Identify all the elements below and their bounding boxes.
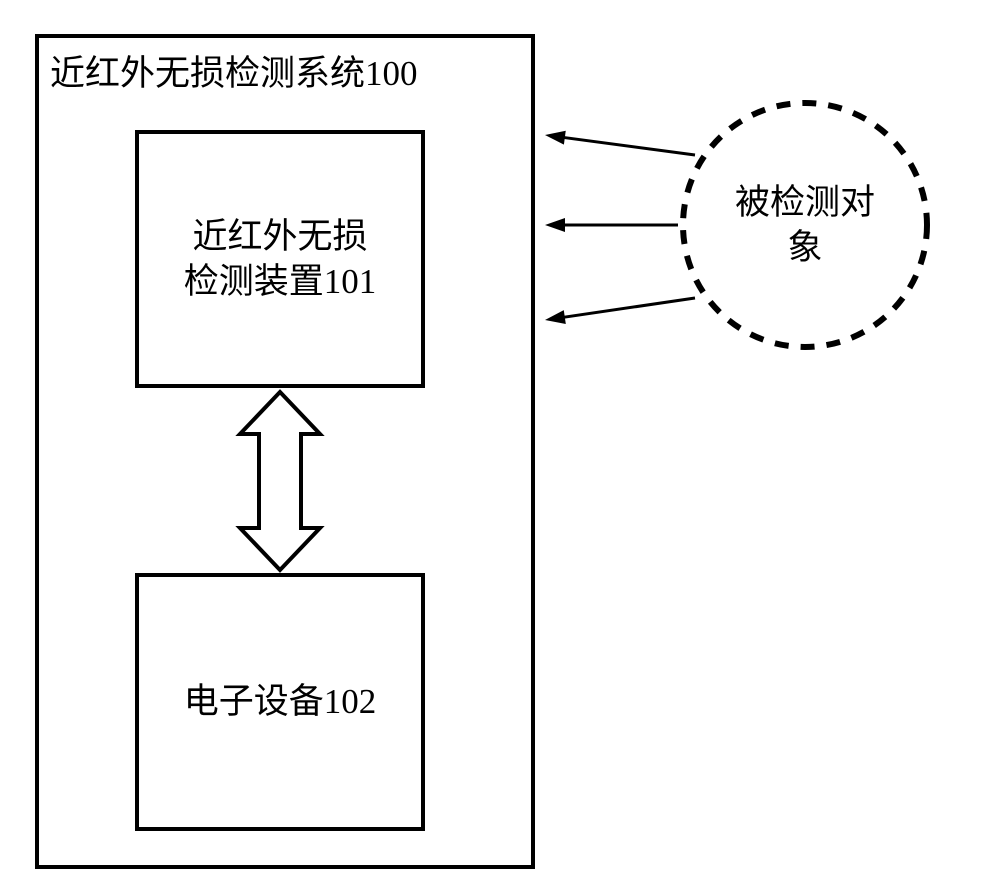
detected-object-circle: 被检测对象 xyxy=(680,100,930,350)
system-title: 近红外无损检测系统100 xyxy=(50,45,418,96)
detected-object-text: 被检测对象 xyxy=(735,180,875,271)
device-box: 近红外无损检测装置101 xyxy=(135,130,425,388)
bidirectional-arrow xyxy=(235,392,325,570)
electronic-box-text: 电子设备102 xyxy=(184,679,377,725)
electronic-box: 电子设备102 xyxy=(135,573,425,831)
device-box-text: 近红外无损检测装置101 xyxy=(184,214,377,305)
